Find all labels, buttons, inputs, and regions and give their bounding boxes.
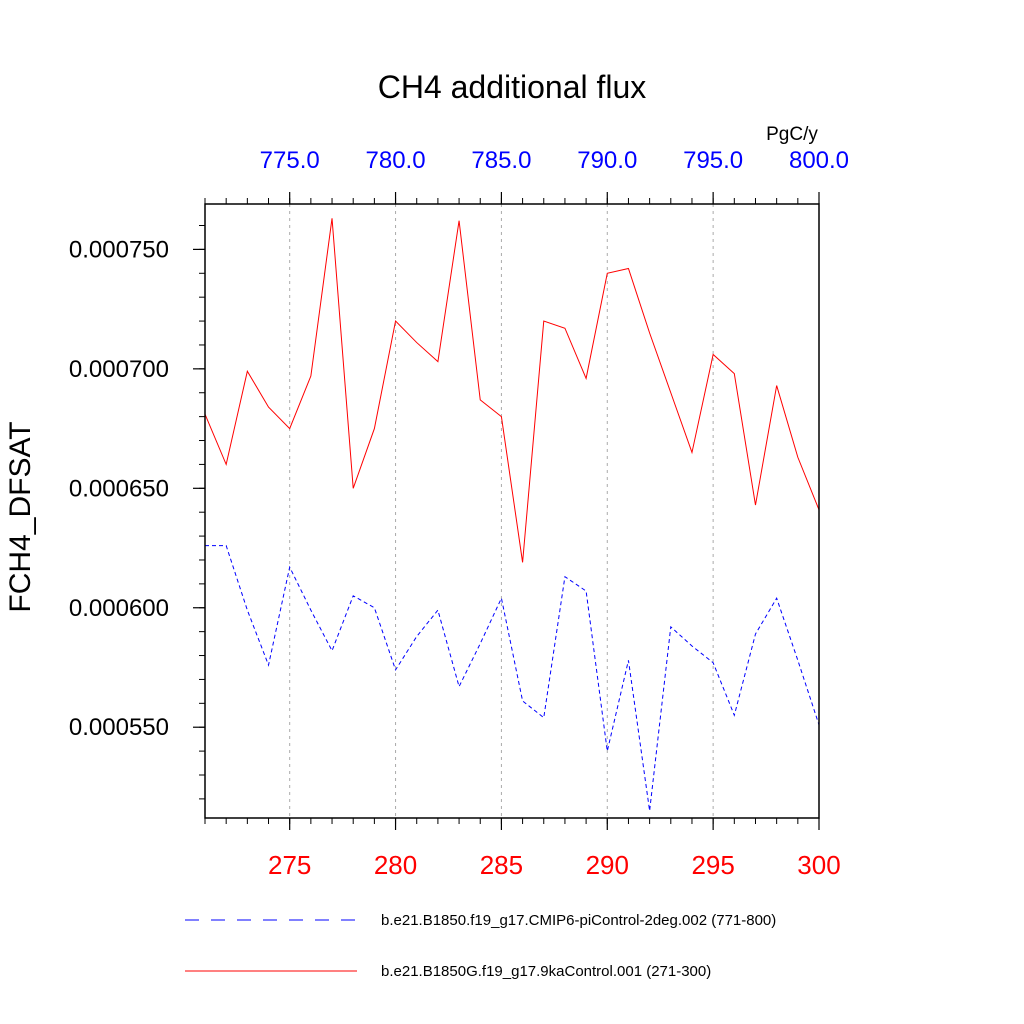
series-line	[204, 218, 820, 563]
plot-frame	[204, 203, 820, 819]
x2-tick-label: 800.0	[789, 147, 849, 174]
x2-tick-label: 790.0	[577, 147, 637, 174]
series-lines	[204, 218, 820, 811]
top-axis-units: PgC/y	[766, 124, 818, 145]
x2-tick-label: 780.0	[366, 147, 426, 174]
major-ticks	[193, 192, 820, 830]
chart-title: CH4 additional flux	[378, 69, 647, 105]
y-tick-label: 0.000650	[69, 475, 169, 502]
y-tick-label: 0.000550	[69, 714, 169, 741]
x2-tick-label: 775.0	[260, 147, 320, 174]
x2-tick-label: 795.0	[683, 147, 743, 174]
y-tick-label: 0.000600	[69, 595, 169, 622]
y-tick-label: 0.000750	[69, 236, 169, 263]
x-tick-label: 285	[480, 850, 523, 880]
x-tick-label: 295	[691, 850, 734, 880]
legend: b.e21.B1850.f19_g17.CMIP6-piControl-2deg…	[185, 912, 776, 980]
x-tick-label: 290	[586, 850, 629, 880]
y-axis-label: FCH4_DFSAT	[4, 421, 37, 612]
x-tick-label: 275	[268, 850, 311, 880]
grid-lines	[289, 204, 714, 818]
series-line	[205, 545, 820, 811]
x-tick-label: 300	[797, 850, 840, 880]
x2-tick-label: 785.0	[471, 147, 531, 174]
x-tick-label: 280	[374, 850, 417, 880]
legend-label: b.e21.B1850G.f19_g17.9kaControl.001 (271…	[381, 963, 711, 980]
tick-labels: 275 280 285 290 295 300 775.0 780.0 785.0 790.0 79…	[69, 147, 849, 880]
minor-ticks	[199, 198, 820, 824]
legend-label: b.e21.B1850.f19_g17.CMIP6-piControl-2deg…	[381, 912, 776, 929]
y-tick-label: 0.000700	[69, 356, 169, 383]
